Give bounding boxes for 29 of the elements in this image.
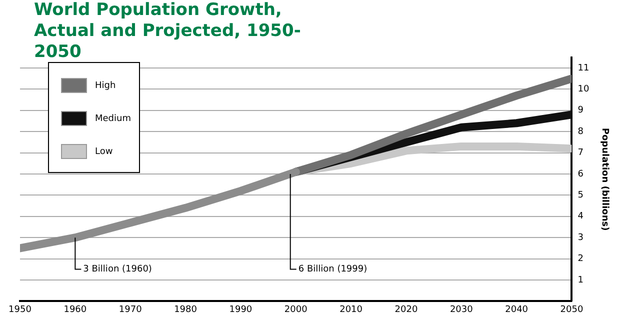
- legend-label: High: [95, 80, 116, 90]
- x-tick-label: 1970: [118, 304, 142, 315]
- annotation: 6 Billion (1999): [298, 264, 368, 275]
- y-axis-title: Population (billions): [599, 128, 610, 231]
- y-tick-label: 9: [578, 106, 584, 116]
- x-tick-label: 1960: [64, 304, 87, 315]
- y-tick-label: 1: [578, 275, 584, 286]
- x-tick-label: 2010: [340, 304, 363, 315]
- annotation: 3 Billion (1960): [83, 264, 152, 275]
- y-tick-label: 7: [578, 148, 584, 158]
- x-tick-label: 2000: [284, 304, 308, 315]
- x-tick-label: 2050: [560, 304, 584, 315]
- y-tick-label: 10: [578, 84, 590, 95]
- x-tick-label: 2040: [505, 304, 528, 315]
- y-tick-label: 3: [578, 232, 584, 243]
- legend-label: Medium: [95, 114, 131, 124]
- x-tick-label: 2030: [450, 304, 474, 315]
- y-tick-label: 6: [578, 169, 584, 180]
- x-tick-label: 2020: [394, 304, 418, 315]
- y-tick-label: 5: [578, 190, 584, 201]
- y-tick-label: 2: [578, 254, 584, 264]
- x-tick-label: 1980: [174, 304, 198, 315]
- y-tick-label: 11: [578, 63, 590, 74]
- y-tick-label: 8: [578, 126, 584, 137]
- chart-title: World Population Growth, Actual and Projected, 1950-2050: [34, 0, 302, 63]
- legend-label: Low: [95, 146, 113, 156]
- y-tick-label: 4: [578, 212, 584, 222]
- x-tick-label: 1990: [229, 304, 252, 315]
- x-tick-label: 1950: [8, 304, 32, 315]
